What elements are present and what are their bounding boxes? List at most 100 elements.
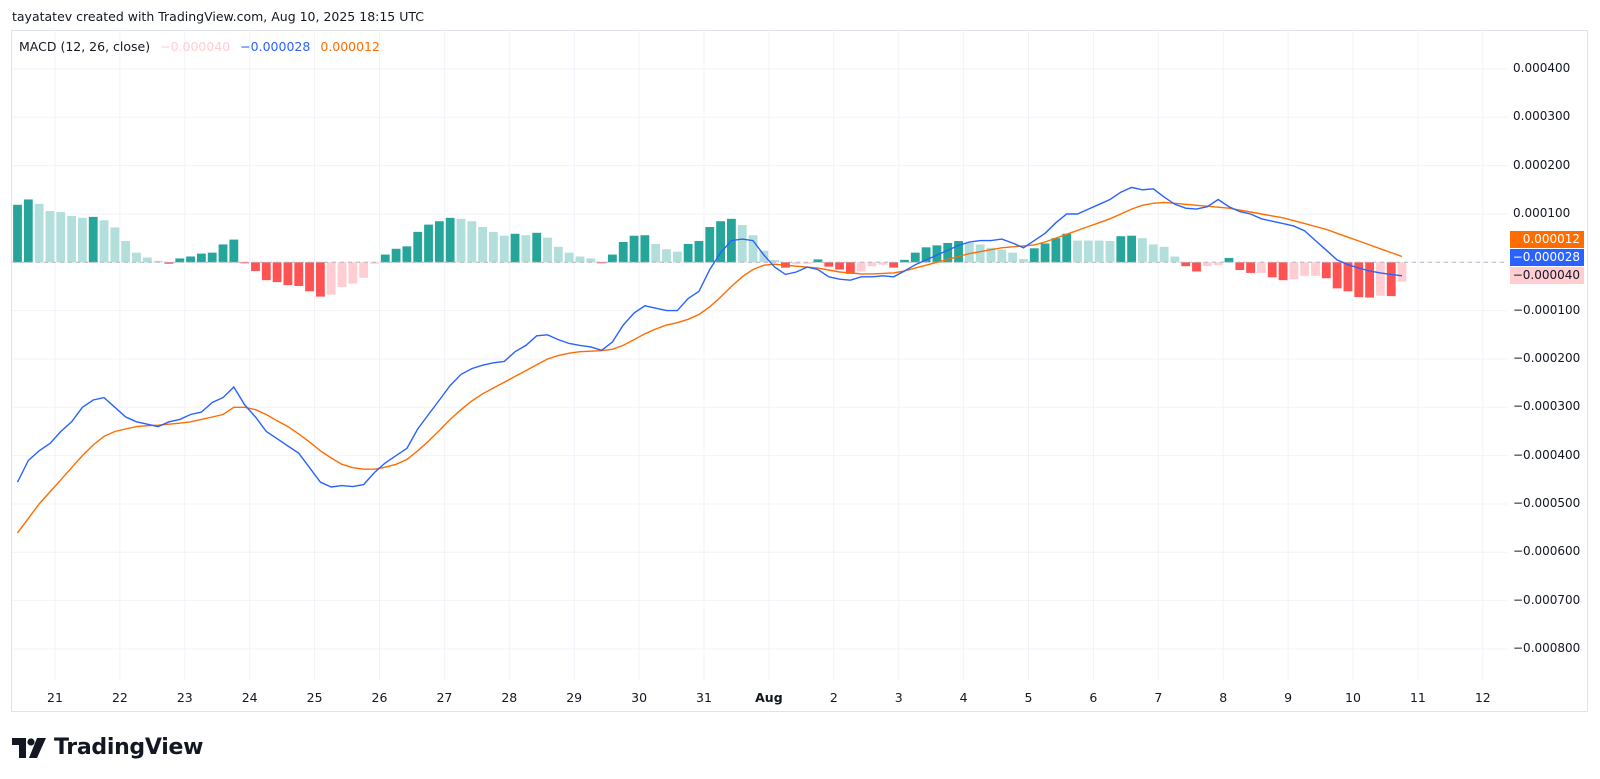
histogram-bar [856,262,866,272]
histogram-bar [910,252,920,263]
histogram-bar [1365,262,1374,298]
histogram-bar [597,262,607,264]
histogram-bar [337,262,347,287]
tradingview-logo[interactable]: TradingView [12,735,203,760]
indicator-legend[interactable]: MACD (12, 26, close) −0.000040 −0.000028… [19,39,386,54]
histogram-bar [370,262,379,264]
histogram-bar [1181,262,1191,267]
time-scale-label: 10 [1345,690,1361,705]
histogram-tag: −0.000040 [1510,267,1584,284]
histogram-bar [489,231,498,263]
histogram-bar [499,235,509,263]
histogram-bar [813,259,823,263]
histogram-bar [445,217,455,263]
chart-credit: tayatatev created with TradingView.com, … [12,9,425,24]
histogram-bar [1386,262,1396,297]
histogram-bar [564,252,574,263]
histogram-bar [1148,244,1158,263]
time-scale-label: 4 [959,690,968,705]
histogram-bar [1397,262,1407,282]
legend-signal-value: 0.000012 [320,39,380,54]
histogram-bar [651,243,661,263]
histogram-bar [153,260,163,263]
histogram-bar [110,227,120,263]
histogram-bar [67,215,76,263]
histogram-bar [88,216,98,263]
time-scale-label: 9 [1284,690,1293,705]
time-scale-label: 8 [1219,690,1228,705]
histogram-bar [553,246,563,263]
histogram-bar [1332,262,1342,289]
time-scale-label: 2 [829,690,838,705]
price-scale-label: 0.000100 [1513,205,1571,220]
histogram-bar [1073,240,1082,263]
histogram-bar [770,259,780,263]
histogram-bar [521,235,531,263]
price-scale-label: −0.000700 [1513,592,1581,607]
histogram-bar [672,251,682,263]
price-scale-label: 0.000300 [1513,109,1571,124]
time-scale-label: 5 [1024,690,1033,705]
price-scale-label: −0.000400 [1513,447,1581,462]
histogram-bar [694,241,704,263]
histogram-bar [705,227,715,263]
histogram-bar [1083,240,1093,263]
histogram-bar [1062,233,1072,263]
histogram-bar [1019,258,1028,263]
price-scale-label: −0.000500 [1513,495,1581,510]
macd-tag: −0.000028 [1510,249,1584,266]
histogram-bar [975,244,985,263]
price-scale-label: 0.000400 [1513,60,1571,75]
histogram-bar [251,262,260,271]
histogram-bar [954,241,963,263]
histogram-bar [683,243,693,263]
histogram-bar [1354,262,1364,298]
time-scale-label: 3 [894,690,903,705]
time-scale-label: 26 [371,690,388,705]
histogram-bar [640,235,650,263]
histogram-bar [261,262,271,281]
time-scale-label: 24 [241,690,258,705]
histogram-bar [164,262,174,264]
histogram-bar [1224,257,1234,263]
price-scale-label: −0.000600 [1513,544,1581,559]
price-scale-label: −0.000200 [1513,350,1581,365]
histogram-bar [1246,262,1256,273]
histogram-bar [294,262,304,286]
histogram-bar [1192,262,1201,272]
histogram-bar [618,242,628,263]
time-scale-label: 12 [1474,690,1491,705]
histogram-bar [1267,262,1277,278]
histogram-bar [23,199,33,263]
histogram-bar [1051,238,1061,263]
histogram-bar [835,262,844,270]
histogram-bar [478,227,488,263]
histogram-bar [748,235,758,263]
histogram-bar [305,262,314,292]
histogram-bar [359,262,369,278]
histogram-bar [1170,256,1180,263]
histogram-bar [845,262,855,274]
histogram-bar [716,221,725,263]
histogram-bar [867,262,877,267]
indicator-name[interactable]: MACD (12, 26, close) [19,39,151,54]
signal-tag: 0.000012 [1510,231,1584,248]
histogram-bar [283,262,293,286]
time-scale-label: 23 [176,690,193,705]
histogram-bar [802,262,812,264]
histogram-bar [391,248,401,263]
histogram-bar [1300,262,1310,276]
histogram-bar [921,247,931,263]
time-scale-label: 27 [436,690,453,705]
histogram-bar [1235,262,1245,271]
histogram-bar [1375,262,1385,296]
histogram-bar [1289,262,1299,280]
time-scale-label: 28 [501,690,518,705]
histogram-bar [1105,241,1115,263]
histogram-bar [943,242,953,263]
histogram-bar [196,253,206,263]
macd-line [16,186,1403,488]
histogram-bar [997,249,1007,263]
time-scale-label: 29 [566,690,583,705]
